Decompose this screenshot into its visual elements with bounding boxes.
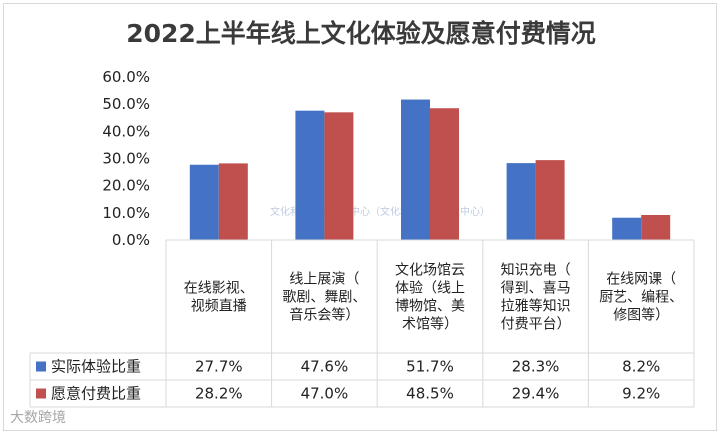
watermark-text: 文化和旅游部数据中心（文化和旅游部信息中心） — [270, 207, 490, 218]
y-tick-label: 10.0% — [102, 204, 150, 222]
bar-actual-4 — [612, 217, 642, 240]
category-label: 音乐会等） — [289, 307, 359, 324]
category-label: 知识充电（ — [501, 262, 571, 279]
y-tick-label: 60.0% — [102, 68, 150, 86]
category-label: 在线网课（ — [606, 272, 676, 288]
data-value-label: 8.2% — [622, 358, 660, 376]
category-label: 视频直播 — [191, 298, 247, 315]
bar-actual-2 — [401, 99, 430, 240]
bar-actual-0 — [189, 164, 219, 240]
data-value-label: 9.2% — [622, 385, 660, 403]
y-tick-label: 50.0% — [102, 95, 150, 113]
category-label: 文化场馆云 — [395, 263, 465, 279]
bar-willing-3 — [535, 160, 565, 240]
data-value-label: 48.5% — [406, 385, 454, 403]
chart-frame — [3, 3, 717, 431]
y-tick-label: 30.0% — [102, 150, 150, 168]
category-label: 线上展演（ — [289, 272, 359, 288]
data-value-label: 47.0% — [301, 385, 349, 403]
data-value-label: 28.3% — [512, 358, 560, 376]
y-tick-label: 0.0% — [112, 231, 150, 249]
y-tick-label: 40.0% — [102, 122, 150, 140]
chart-title: 2022上半年线上文化体验及愿意付费情况 — [126, 19, 596, 48]
data-value-label: 29.4% — [512, 385, 560, 403]
category-label: 拉雅等知识 — [501, 298, 571, 315]
category-label: 在线影视、 — [184, 281, 254, 297]
bar-willing-2 — [430, 108, 459, 240]
bar-willing-4 — [641, 215, 671, 240]
bar-actual-3 — [506, 163, 536, 240]
bar-actual-1 — [295, 110, 325, 240]
data-value-label: 27.7% — [195, 358, 243, 376]
category-label: 得到、喜马 — [501, 280, 571, 297]
bar-willing-1 — [324, 112, 354, 240]
legend-swatch-1 — [36, 388, 46, 399]
footer-logo: 大数跨境 — [10, 410, 66, 426]
category-label: 修图等） — [613, 307, 669, 324]
category-label: 博物馆、美 — [395, 298, 465, 315]
category-label: 歌剧、舞剧、 — [282, 290, 366, 306]
legend-swatch-0 — [36, 361, 46, 372]
category-label: 术馆等） — [402, 316, 458, 333]
data-value-label: 51.7% — [406, 358, 454, 376]
y-tick-label: 20.0% — [102, 177, 150, 195]
category-label: 付费平台） — [501, 317, 571, 333]
data-value-label: 47.6% — [301, 358, 349, 376]
bar-willing-0 — [218, 163, 248, 240]
legend-label: 实际体验比重 — [51, 358, 141, 376]
category-label: 厨艺、编程、 — [599, 290, 683, 306]
category-label: 体验（线上 — [395, 281, 465, 297]
data-value-label: 28.2% — [195, 385, 243, 403]
legend-label: 愿意付费比重 — [51, 385, 141, 403]
